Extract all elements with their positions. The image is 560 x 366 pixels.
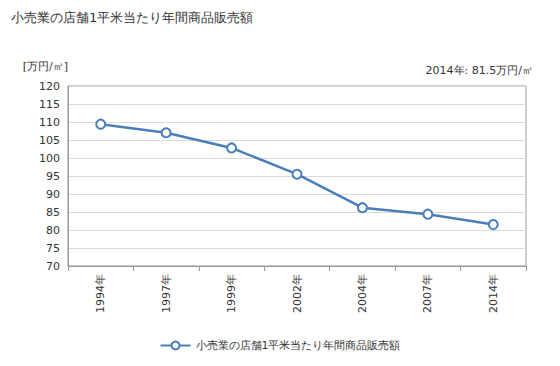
svg-text:2004年: 2004年 bbox=[356, 274, 369, 313]
svg-text:95: 95 bbox=[46, 170, 60, 183]
svg-text:110: 110 bbox=[39, 116, 60, 129]
svg-text:1999年: 1999年 bbox=[225, 274, 238, 313]
svg-text:2014年: 2014年 bbox=[487, 274, 500, 313]
svg-text:1994年: 1994年 bbox=[94, 274, 107, 313]
svg-text:70: 70 bbox=[46, 260, 60, 273]
svg-text:115: 115 bbox=[39, 98, 60, 111]
svg-text:2002年: 2002年 bbox=[291, 274, 304, 313]
svg-text:小売業の店舗1平米当たり年間商品販売額: 小売業の店舗1平米当たり年間商品販売額 bbox=[11, 10, 253, 25]
svg-text:2014年: 81.5万円/㎡: 2014年: 81.5万円/㎡ bbox=[426, 64, 533, 77]
svg-text:80: 80 bbox=[46, 224, 60, 237]
svg-text:85: 85 bbox=[46, 206, 60, 219]
svg-text:120: 120 bbox=[39, 80, 60, 93]
svg-text:75: 75 bbox=[46, 242, 60, 255]
svg-text:小売業の店舗1平米当たり年間商品販売額: 小売業の店舗1平米当たり年間商品販売額 bbox=[196, 339, 401, 352]
svg-text:105: 105 bbox=[39, 134, 60, 147]
svg-text:90: 90 bbox=[46, 188, 60, 201]
svg-text:[万円/㎡]: [万円/㎡] bbox=[23, 60, 68, 73]
svg-text:1997年: 1997年 bbox=[160, 274, 173, 313]
svg-text:2007年: 2007年 bbox=[421, 274, 434, 313]
svg-text:100: 100 bbox=[39, 152, 60, 165]
